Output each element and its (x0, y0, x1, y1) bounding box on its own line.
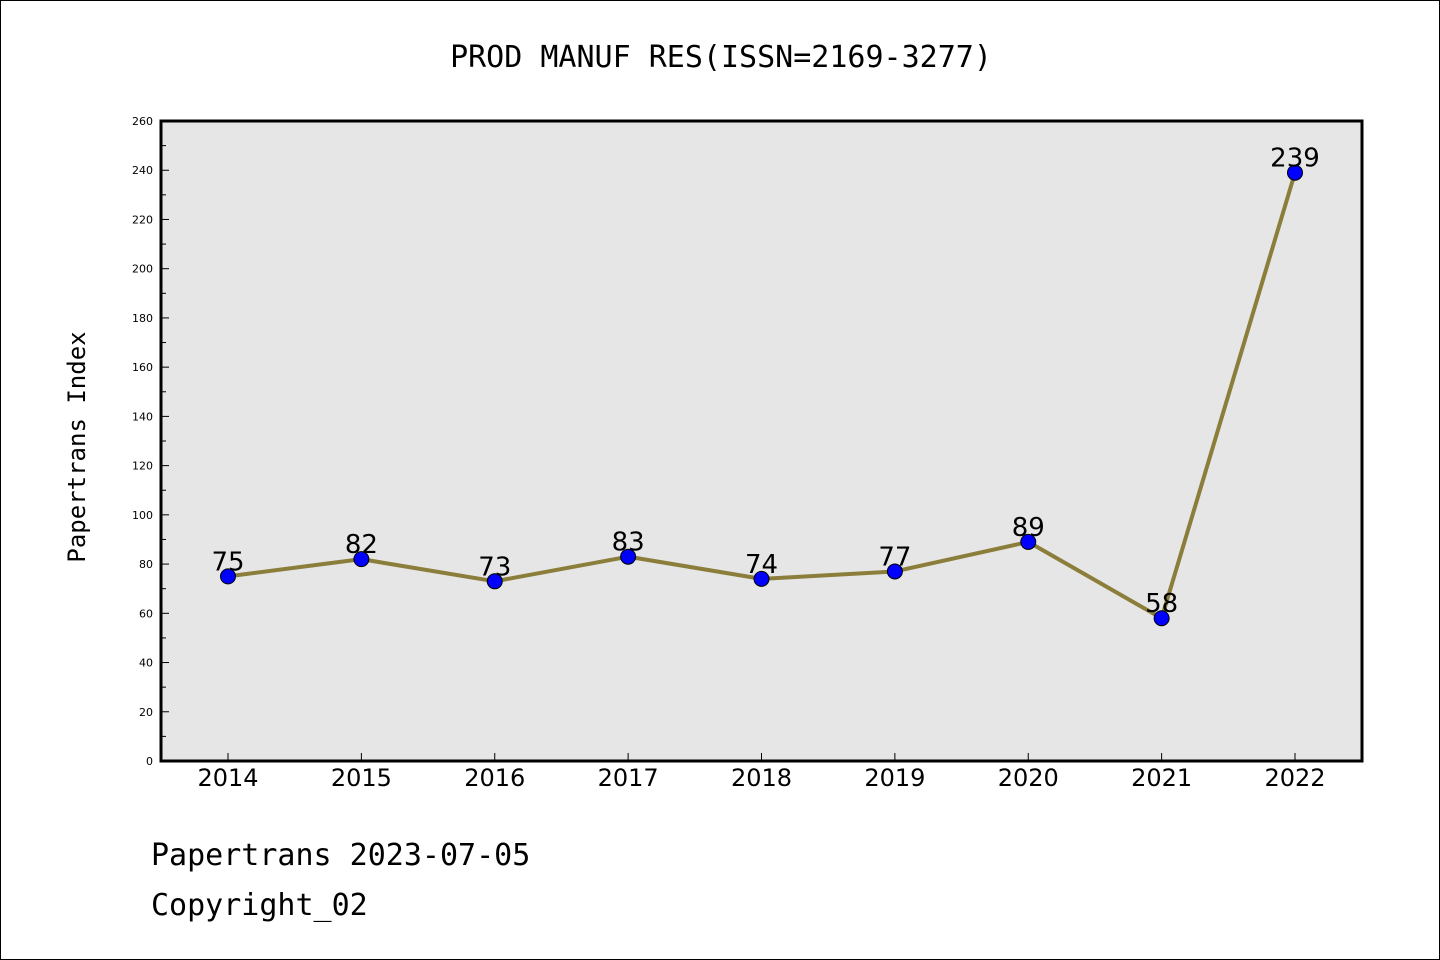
y-tick-label: 100 (132, 509, 153, 522)
data-point-marker (620, 548, 637, 565)
y-axis-label: Papertrans Index (63, 331, 91, 562)
x-tick-label: 2016 (464, 764, 525, 792)
data-label-group: 75 82 73 83 74 77 89 58 239 (211, 144, 1319, 620)
footer-copyright: Copyright_02 (151, 888, 368, 923)
data-label: 58 (1145, 589, 1178, 619)
y-tick-label: 60 (139, 607, 153, 620)
y-tick-label: 160 (132, 361, 153, 374)
x-tick-label: 2019 (864, 764, 925, 792)
y-tick-label: 20 (139, 706, 153, 719)
y-tick-label: 0 (146, 755, 153, 768)
x-tick-label: 2017 (598, 764, 659, 792)
chart-title: PROD MANUF RES(ISSN=2169-3277) (450, 40, 992, 75)
data-point-marker (1020, 533, 1037, 550)
x-tick-label: 2020 (998, 764, 1059, 792)
x-tick-label: 2018 (731, 764, 792, 792)
y-tick-label: 120 (132, 460, 153, 473)
data-label: 89 (1012, 513, 1045, 543)
y-tick-label: 200 (132, 263, 153, 276)
y-tick-label: 140 (132, 410, 153, 423)
x-tick-label: 2015 (331, 764, 392, 792)
x-tick-label: 2014 (197, 764, 258, 792)
data-point-marker (1153, 610, 1170, 627)
data-label: 239 (1270, 144, 1320, 174)
data-point-marker (886, 563, 903, 580)
footer-date: Papertrans 2023-07-05 (151, 838, 530, 873)
x-axis: 2014 2015 2016 2017 2018 2019 2020 2021 2022 (197, 753, 1326, 792)
data-point-marker (753, 570, 770, 587)
plot-area (159, 119, 1364, 763)
y-tick-label: 180 (132, 312, 153, 325)
y-tick-label: 80 (139, 558, 153, 571)
y-tick-label: 260 (132, 115, 153, 128)
marker-group (220, 164, 1303, 627)
y-axis: 0 20 40 60 80 100 120 140 160 180 200 220 240 260 (132, 115, 169, 768)
data-point-marker (353, 551, 370, 568)
data-label: 77 (878, 542, 911, 572)
x-tick-label: 2021 (1131, 764, 1192, 792)
y-tick-label: 40 (139, 657, 153, 670)
data-label: 73 (478, 552, 511, 582)
y-tick-label: 240 (132, 164, 153, 177)
data-label: 83 (612, 528, 645, 558)
data-point-marker (220, 568, 236, 585)
data-point-marker (486, 573, 503, 590)
x-tick-label: 2022 (1264, 764, 1325, 792)
data-label: 75 (211, 547, 244, 577)
data-point-marker (1287, 164, 1303, 181)
y-tick-label: 220 (132, 213, 153, 226)
data-label: 82 (345, 530, 378, 560)
data-label: 74 (745, 550, 778, 580)
